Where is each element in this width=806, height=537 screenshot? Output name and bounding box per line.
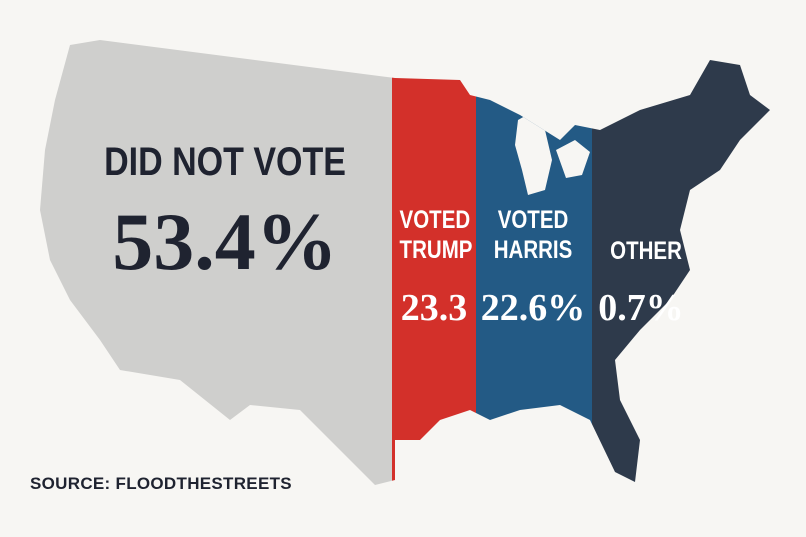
- segment-value: 23.3: [400, 287, 468, 329]
- source: SOURCE: FLOODTHESTREETS: [30, 474, 292, 493]
- lakes: [515, 112, 590, 195]
- region-band: [392, 40, 476, 485]
- segment-label: VOTED TRUMP: [399, 206, 473, 264]
- segment-label: DID NOT VOTE: [104, 140, 346, 184]
- region-band: [476, 40, 592, 485]
- segment-label: OTHER: [610, 237, 682, 265]
- segment-label: VOTED HARRIS: [493, 206, 573, 264]
- segment-value: 53.4%: [112, 196, 338, 287]
- segment-value: 0.7%: [598, 287, 684, 329]
- region-band: [592, 40, 770, 485]
- segment-value: 22.6%: [480, 287, 586, 329]
